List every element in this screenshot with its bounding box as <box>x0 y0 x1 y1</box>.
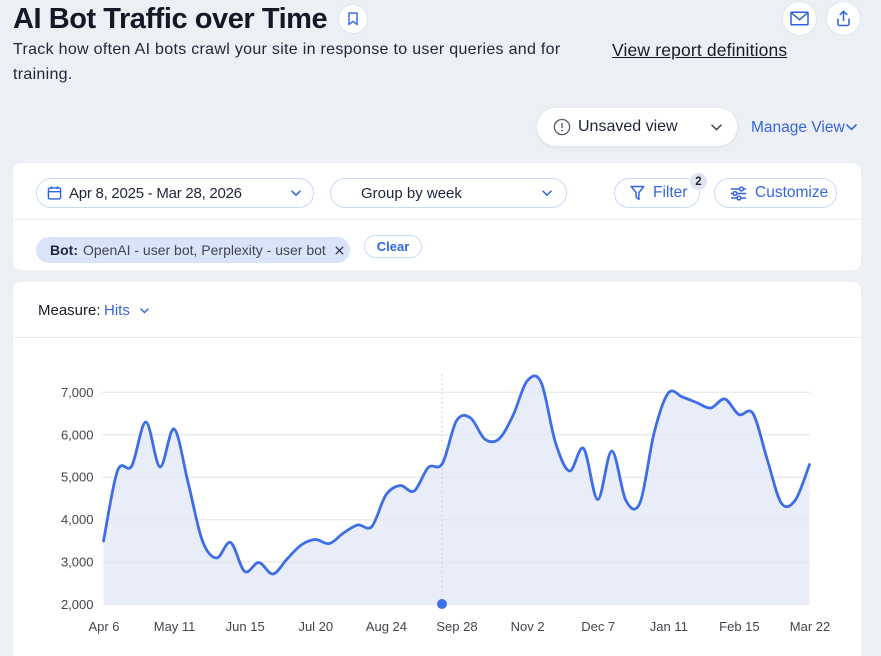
svg-text:5,000: 5,000 <box>61 470 94 485</box>
svg-text:4,000: 4,000 <box>61 512 94 527</box>
svg-text:Nov 2: Nov 2 <box>511 619 545 634</box>
svg-text:3,000: 3,000 <box>61 555 94 570</box>
svg-text:Jun 15: Jun 15 <box>226 619 265 634</box>
svg-text:Aug 24: Aug 24 <box>366 619 407 634</box>
svg-text:7,000: 7,000 <box>61 385 94 400</box>
svg-text:Dec 7: Dec 7 <box>581 619 615 634</box>
svg-text:Feb 15: Feb 15 <box>719 619 759 634</box>
svg-text:Jan 11: Jan 11 <box>650 619 688 634</box>
svg-text:Jul 20: Jul 20 <box>298 619 333 634</box>
svg-text:Apr 6: Apr 6 <box>88 619 119 634</box>
svg-text:2,000: 2,000 <box>61 597 94 612</box>
svg-text:Sep 28: Sep 28 <box>436 619 477 634</box>
svg-text:Mar 22: Mar 22 <box>790 619 830 634</box>
svg-text:6,000: 6,000 <box>61 427 94 442</box>
svg-text:May 11: May 11 <box>154 619 196 634</box>
